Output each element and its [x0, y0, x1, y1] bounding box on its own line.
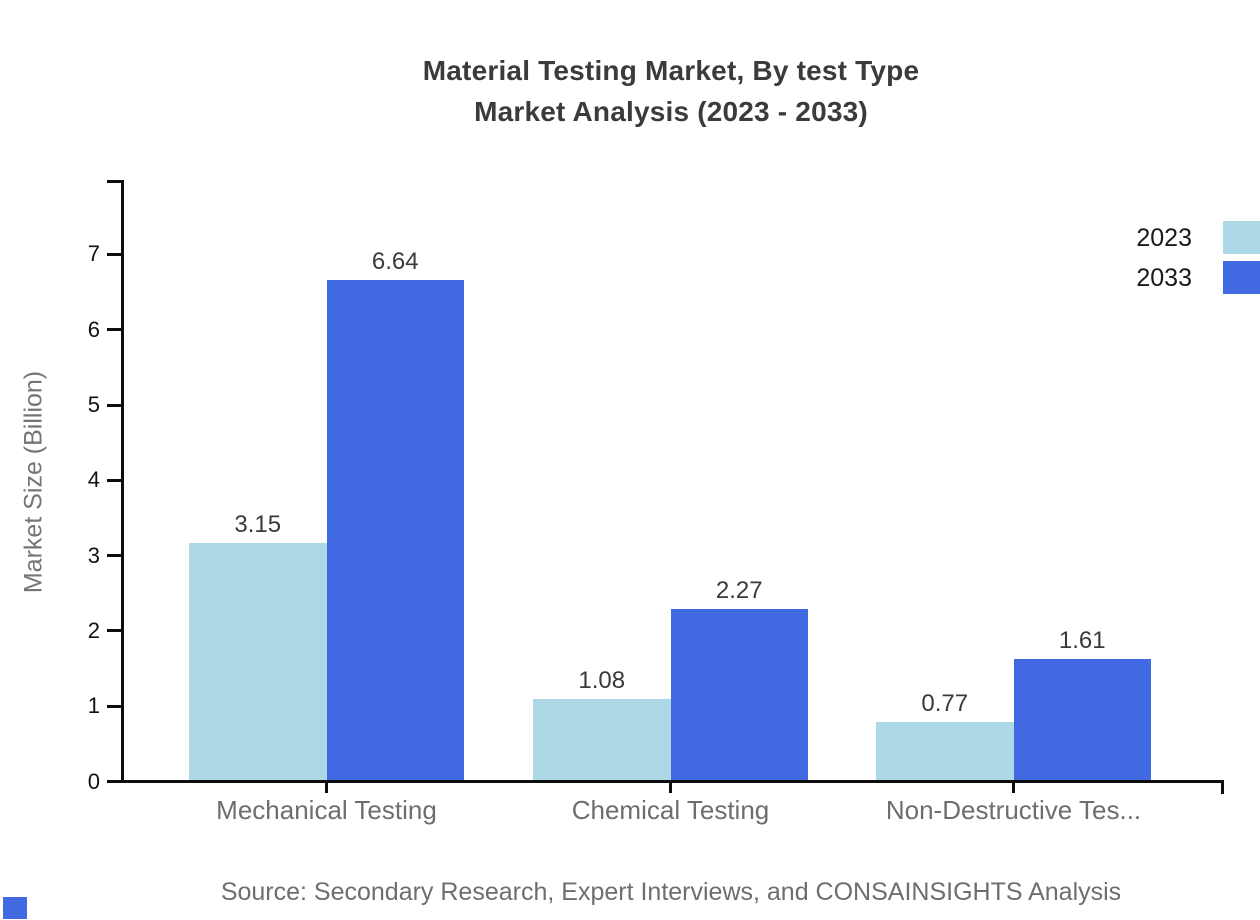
x-category-label: Mechanical Testing	[216, 795, 437, 825]
y-tick	[107, 780, 121, 783]
bar-2023-non-destructive-tes-[interactable]	[876, 722, 1014, 780]
bar-2023-chemical-testing[interactable]	[533, 698, 671, 780]
x-tick	[325, 780, 328, 793]
bar-value-label: 0.77	[921, 690, 969, 718]
x-axis-end-cap	[1220, 780, 1224, 794]
y-tick-label: 0	[87, 768, 100, 794]
bar-value-label: 3.15	[234, 510, 282, 538]
y-tick-label: 7	[87, 241, 100, 267]
x-category-label: Non-Destructive Tes...	[885, 795, 1142, 825]
chart-title: Material Testing Market, By test Type Ma…	[120, 50, 1222, 132]
source-note: Source: Secondary Research, Expert Inter…	[220, 878, 1122, 906]
y-tick-label: 6	[87, 316, 100, 342]
x-tick	[669, 780, 672, 793]
bar-2033-non-destructive-tes-[interactable]	[1013, 658, 1151, 780]
y-tick-label: 3	[87, 542, 100, 568]
legend-item-2023[interactable]: 2023	[1136, 224, 1192, 252]
bar-2033-mechanical-testing[interactable]	[326, 280, 464, 780]
chart-title-line2: Market Analysis (2023 - 2033)	[474, 96, 868, 127]
y-tick	[107, 252, 121, 256]
y-tick	[107, 629, 121, 633]
y-axis-line	[120, 180, 124, 783]
y-tick-label: 2	[87, 617, 100, 643]
legend-swatch-2033[interactable]	[1223, 261, 1260, 294]
bar-value-label: 2.27	[715, 577, 763, 605]
legend-item-2033[interactable]: 2033	[1136, 264, 1192, 292]
bar-2023-mechanical-testing[interactable]	[189, 542, 327, 780]
bar-2033-chemical-testing[interactable]	[670, 609, 808, 780]
y-axis-top-cap	[107, 180, 121, 183]
y-tick-label: 4	[87, 467, 100, 493]
bar-value-label: 1.61	[1058, 626, 1106, 654]
y-tick	[107, 478, 121, 482]
y-tick	[107, 403, 121, 407]
x-category-label: Chemical Testing	[571, 795, 770, 825]
x-tick	[1012, 780, 1015, 793]
legend-swatch-2023[interactable]	[1223, 221, 1260, 254]
bar-value-label: 1.08	[578, 666, 626, 694]
bar-value-label: 6.64	[371, 248, 419, 275]
y-tick	[107, 328, 121, 332]
y-tick-label: 5	[87, 392, 100, 417]
chart-title-line1: Material Testing Market, By test Type	[422, 55, 920, 86]
y-tick	[107, 554, 121, 558]
y-tick	[107, 704, 121, 708]
y-tick-label: 1	[87, 693, 100, 719]
watermark-square	[3, 897, 27, 919]
x-axis-line	[120, 780, 1224, 783]
